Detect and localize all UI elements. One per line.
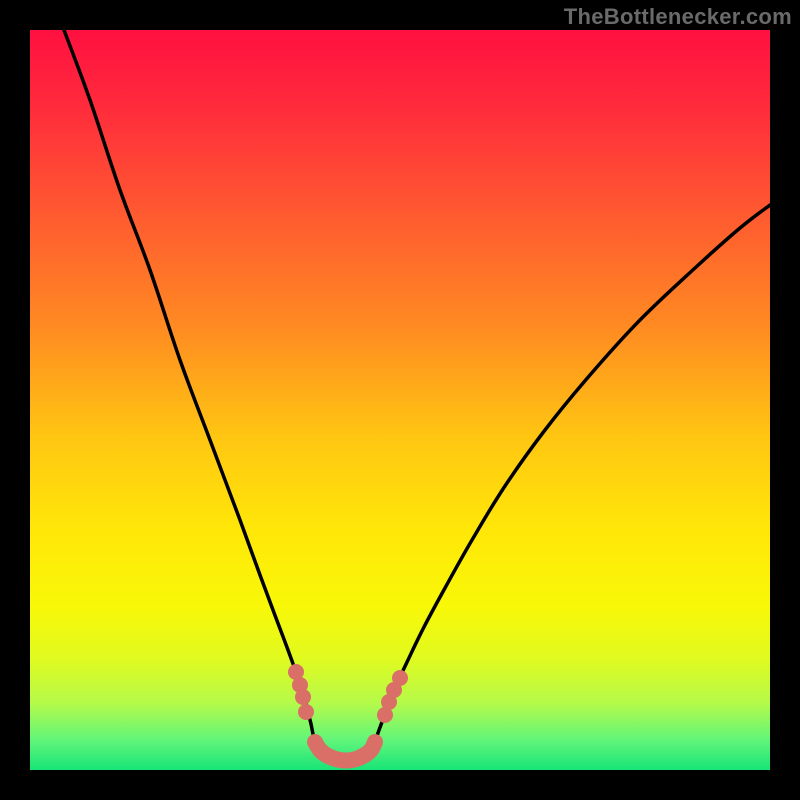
bottleneck-curve-chart	[0, 0, 800, 800]
tick-marker	[295, 689, 311, 705]
tick-marker	[298, 704, 314, 720]
watermark-text: TheBottlenecker.com	[564, 4, 792, 30]
gradient-background	[30, 30, 770, 770]
chart-container: TheBottlenecker.com	[0, 0, 800, 800]
tick-marker	[392, 670, 408, 686]
